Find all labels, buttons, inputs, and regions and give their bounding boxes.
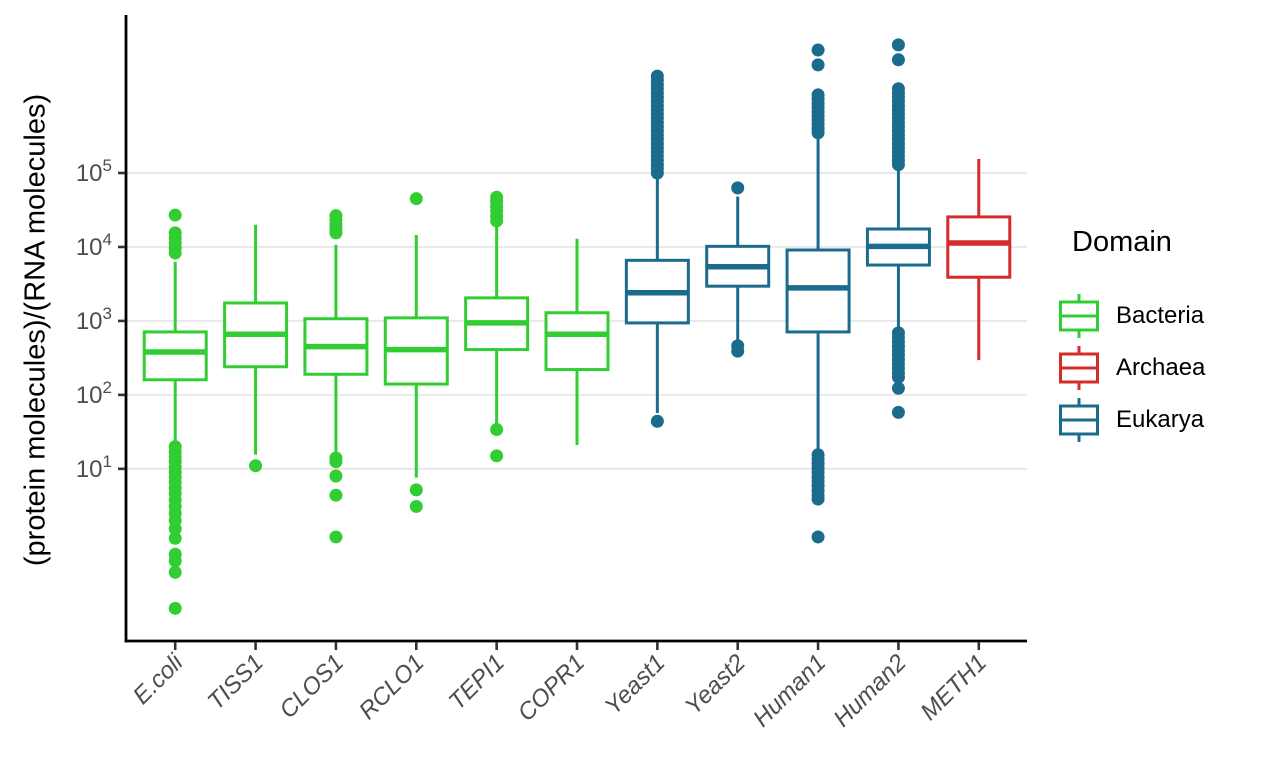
- y-tick-label: 105: [76, 156, 112, 187]
- axes: 105 104 103 102 101 E.coli TISS1 CLOS1 RCLO1 TEPI…: [76, 15, 1027, 732]
- boxplot-copr1: [544, 238, 610, 446]
- outlier-point: [409, 499, 423, 513]
- legend-item-bacteria: Bacteria: [1058, 293, 1205, 339]
- x-tick-label: CLOS1: [274, 649, 349, 724]
- x-tick-label: METH1: [915, 649, 992, 726]
- outlier-point: [650, 414, 664, 428]
- legend-label: Archaea: [1116, 354, 1206, 381]
- outlier-point: [891, 370, 905, 384]
- boxplot-human1: [785, 43, 851, 544]
- boxplot-ecoli: [142, 208, 208, 615]
- x-tick-label: Human1: [748, 649, 831, 732]
- outlier-point: [811, 88, 825, 102]
- outlier-point: [891, 82, 905, 96]
- outlier-point: [891, 381, 905, 395]
- outlier-point: [249, 459, 263, 473]
- y-tick-label: 104: [76, 230, 112, 261]
- x-tick-label: TEPI1: [444, 649, 510, 715]
- boxplot-rclo1: [383, 192, 449, 513]
- boxplot-meth1: [946, 158, 1012, 361]
- legend-label: Bacteria: [1116, 302, 1205, 329]
- outlier-point: [650, 69, 664, 83]
- x-tick-label: TISS1: [203, 649, 269, 715]
- legend-items: Bacteria Archaea Eukarya: [1058, 293, 1205, 443]
- legend-label: Eukarya: [1116, 406, 1205, 433]
- outlier-point: [490, 190, 504, 204]
- outlier-point: [168, 554, 182, 568]
- boxplot-yeast2: [705, 181, 771, 358]
- x-tick-label: E.coli: [128, 649, 189, 710]
- outlier-point: [168, 601, 182, 615]
- outlier-point: [329, 530, 343, 544]
- boxplot-tepi1: [464, 190, 530, 463]
- y-tick-label: 101: [76, 452, 112, 483]
- boxplot-glyph-icon: [1059, 346, 1099, 390]
- boxplot-glyph-icon: [1059, 398, 1099, 442]
- y-axis-title: (protein molecules)/(RNA molecules): [19, 93, 52, 567]
- outlier-point: [329, 469, 343, 483]
- legend-item-eukarya: Eukarya: [1058, 397, 1205, 443]
- outlier-point: [891, 38, 905, 52]
- legend-title: Domain: [1072, 226, 1172, 258]
- outlier-point: [168, 522, 182, 536]
- outlier-point: [731, 344, 745, 358]
- boxplot-tiss1: [223, 224, 289, 473]
- outlier-point: [811, 58, 825, 72]
- x-tick-label: Yeast1: [600, 649, 671, 720]
- outlier-point: [490, 449, 504, 463]
- boxplot-yeast1: [624, 69, 690, 428]
- outlier-point: [811, 492, 825, 506]
- boxplot-clos1: [303, 209, 369, 544]
- x-tick-label: Yeast2: [680, 649, 751, 720]
- outlier-point: [811, 43, 825, 57]
- x-tick-label: Human2: [828, 649, 911, 732]
- outlier-point: [891, 53, 905, 67]
- x-tick-label: RCLO1: [354, 649, 430, 725]
- boxplot-glyph-icon: [1059, 294, 1099, 338]
- legend: Domain Bacteria Archaea: [1058, 226, 1205, 443]
- legend-item-archaea: Archaea: [1058, 345, 1205, 391]
- outlier-point: [409, 192, 423, 206]
- outlier-point: [168, 208, 182, 222]
- x-tick-label: COPR1: [513, 649, 591, 727]
- outlier-point: [409, 483, 423, 497]
- boxplot-human2: [865, 38, 931, 419]
- outlier-point: [329, 209, 343, 223]
- outlier-point: [168, 226, 182, 240]
- outlier-point: [731, 181, 745, 195]
- outlier-point: [329, 455, 343, 469]
- outlier-point: [329, 488, 343, 502]
- y-tick-label: 102: [76, 378, 112, 409]
- outlier-point: [168, 531, 182, 545]
- outlier-point: [490, 423, 504, 437]
- outlier-point: [891, 405, 905, 419]
- outlier-point: [168, 565, 182, 579]
- outlier-point: [811, 530, 825, 544]
- y-tick-label: 103: [76, 304, 112, 335]
